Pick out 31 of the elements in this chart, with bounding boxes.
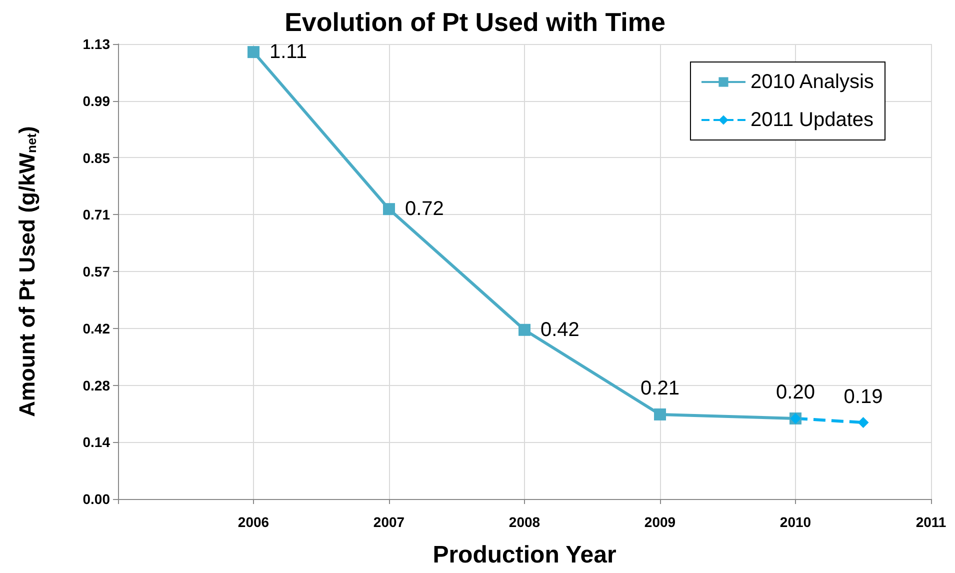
x-tick-label: 2008	[508, 514, 540, 530]
legend-label: 2011 Updates	[750, 109, 874, 131]
data-label: 0.19	[844, 386, 883, 408]
chart-title: Evolution of Pt Used with Time	[284, 7, 666, 37]
y-tick-label: 0.85	[82, 150, 110, 166]
point	[858, 416, 869, 428]
x-tick-label: 2011	[916, 514, 946, 530]
y-tick-label: 0.14	[82, 434, 110, 450]
data-label: 0.72	[405, 198, 444, 220]
y-axis-title: Amount of Pt Used (g/kWnet)	[14, 126, 40, 417]
x-axis-title: Production Year	[432, 542, 616, 568]
y-tick-label: 0.71	[82, 206, 110, 223]
data-label: 1.11	[270, 41, 307, 64]
point	[654, 408, 666, 420]
data-label: 0.21	[640, 377, 680, 400]
x-tick-label: 2006	[238, 514, 270, 530]
y-tick-label: 0.00	[82, 491, 110, 507]
data-label: 0.42	[540, 318, 580, 341]
y-tick-label: 1.13	[82, 36, 110, 52]
y-tick-label: 0.28	[82, 377, 110, 394]
x-tick-label: 2007	[373, 514, 405, 530]
legend-label: 2010 Analysis	[750, 71, 874, 93]
x-tick-label: 2010	[780, 514, 812, 530]
point	[248, 46, 260, 58]
data-label: 0.20	[776, 381, 815, 404]
point	[518, 324, 530, 336]
y-tick-label: 0.99	[82, 92, 110, 109]
x-tick-label: 2009	[644, 514, 676, 530]
y-tick-label: 0.42	[82, 320, 110, 336]
point	[383, 203, 395, 216]
y-tick-label: 0.57	[82, 264, 110, 280]
